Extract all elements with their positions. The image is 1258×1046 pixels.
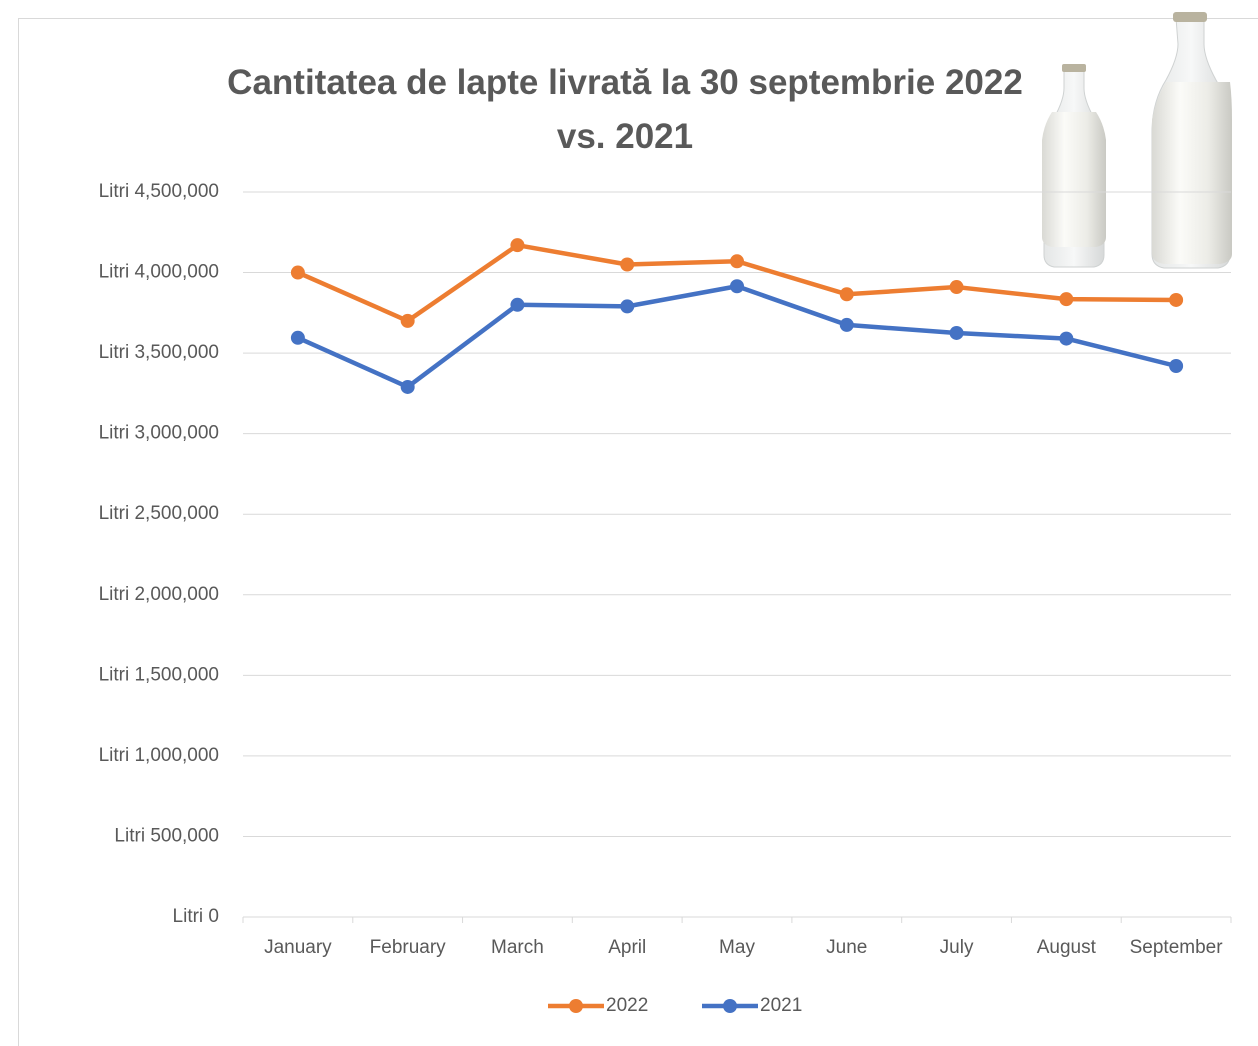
series-line — [298, 286, 1176, 387]
bottles-illustration — [1042, 12, 1232, 268]
y-tick-label: Litri 3,000,000 — [99, 423, 219, 444]
data-point — [620, 299, 634, 313]
data-point — [1059, 332, 1073, 346]
x-tick-label: March — [491, 937, 544, 958]
legend-label: 2021 — [760, 995, 802, 1016]
y-tick-label: Litri 1,000,000 — [99, 745, 219, 766]
y-tick-label: Litri 2,500,000 — [99, 503, 219, 524]
x-tick-label: May — [719, 937, 755, 958]
data-point — [401, 380, 415, 394]
data-point — [291, 331, 305, 345]
y-tick-label: Litri 0 — [173, 906, 219, 927]
data-point — [730, 254, 744, 268]
data-point — [950, 326, 964, 340]
y-tick-label: Litri 3,500,000 — [99, 342, 219, 363]
chart-title: Cantitatea de lapte livrată la 30 septem… — [215, 56, 1035, 164]
data-point — [840, 318, 854, 332]
data-point — [620, 258, 634, 272]
legend-marker — [723, 999, 737, 1013]
data-point — [730, 279, 744, 293]
data-point — [1059, 292, 1073, 306]
y-tick-label: Litri 2,000,000 — [99, 584, 219, 605]
data-point — [950, 280, 964, 294]
chart-container: Litri 0 Litri 500,000 Litri 1,000,000 Litri… — [0, 0, 1258, 1046]
data-point — [1169, 359, 1183, 373]
x-tick-label: February — [370, 937, 447, 958]
x-tick-label: August — [1037, 937, 1097, 958]
x-tick-label: April — [608, 937, 646, 958]
data-point — [401, 314, 415, 328]
x-tick-label: June — [826, 937, 867, 958]
x-tick-label: January — [264, 937, 332, 958]
y-tick-label: Litri 4,000,000 — [99, 262, 219, 283]
x-tick-label: July — [940, 937, 974, 958]
data-point — [840, 287, 854, 301]
y-tick-label: Litri 500,000 — [114, 825, 219, 846]
x-tick-label: September — [1130, 937, 1224, 958]
data-point — [291, 266, 305, 280]
data-point — [510, 238, 524, 252]
legend-marker — [569, 999, 583, 1013]
legend-label: 2022 — [606, 995, 648, 1016]
y-tick-label: Litri 1,500,000 — [99, 664, 219, 685]
data-point — [1169, 293, 1183, 307]
data-point — [510, 298, 524, 312]
y-tick-label: Litri 4,500,000 — [99, 181, 219, 202]
